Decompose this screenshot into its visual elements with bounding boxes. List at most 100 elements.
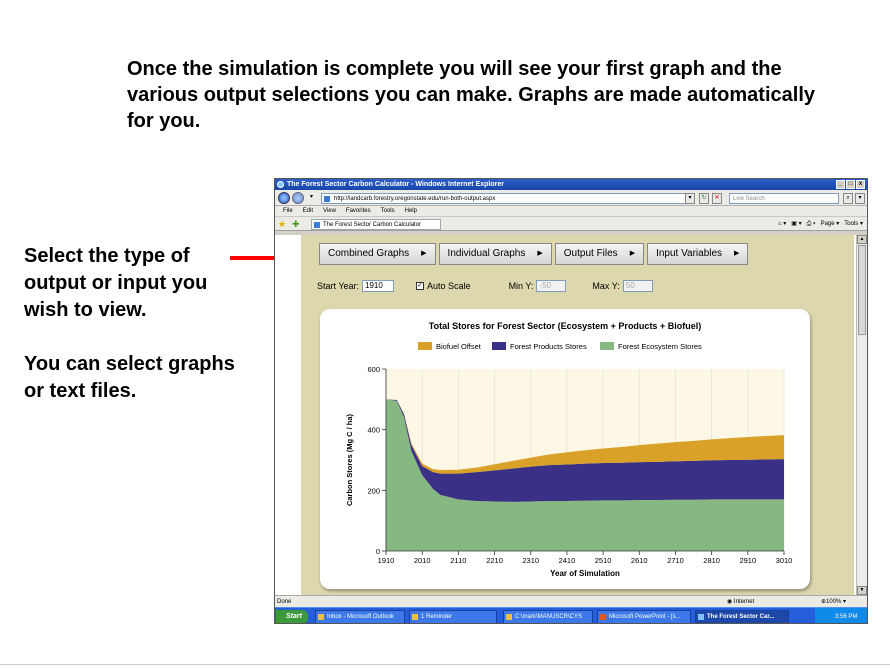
page-menu[interactable]: Page ▾ <box>820 221 840 227</box>
chart-title: Total Stores for Forest Sector (Ecosyste… <box>429 321 701 331</box>
status-text: Done <box>277 599 292 605</box>
taskbar-item-label: C:\mark\MANUSCR\CYS <box>515 614 583 620</box>
instruction-line: wish to view. <box>24 299 147 321</box>
min-y-label: Min Y: <box>508 281 534 291</box>
clock: 3:56 PM <box>835 614 858 620</box>
legend-label: Biofuel Offset <box>436 342 482 351</box>
max-y-label: Max Y: <box>592 281 620 291</box>
legend-label: Forest Ecosystem Stores <box>618 342 702 351</box>
feeds-icon[interactable]: ▣ ▾ <box>791 221 802 227</box>
area-series <box>386 399 784 502</box>
taskbar-item-reminder[interactable]: 1 Reminder <box>409 610 497 623</box>
close-button[interactable]: x <box>856 180 865 189</box>
scroll-up-icon[interactable]: ▲ <box>857 235 867 244</box>
auto-scale-label: Auto Scale <box>427 281 471 291</box>
instruction-text-2: You can select graphs or text files. <box>24 351 235 405</box>
start-button[interactable]: Start <box>276 610 308 623</box>
max-y-input[interactable]: 50 <box>622 280 653 292</box>
divider <box>0 664 890 665</box>
address-dropdown-icon[interactable]: ▾ <box>685 193 695 204</box>
taskbar-item-label: Microsoft PowerPoint - [s... <box>609 614 681 620</box>
search-input[interactable]: Live Search <box>729 193 839 204</box>
refresh-icon[interactable]: ↻ <box>699 193 709 204</box>
taskbar-item-powerpoint[interactable]: Microsoft PowerPoint - [s... <box>597 610 691 623</box>
combined-graphs-button[interactable]: Combined Graphs ▶ <box>319 243 436 265</box>
tab-title: The Forest Sector Carbon Calculator <box>323 222 422 228</box>
x-tick-label: 2010 <box>414 556 431 565</box>
window-title: The Forest Sector Carbon Calculator - Wi… <box>287 181 504 188</box>
input-variables-button[interactable]: Input Variables ▶ <box>647 243 749 265</box>
carbon-stores-chart: Total Stores for Forest Sector (Ecosyste… <box>345 321 793 578</box>
legend-swatch <box>418 342 432 350</box>
back-icon[interactable] <box>278 192 290 204</box>
tab-bar: ★ ✚ The Forest Sector Carbon Calculator … <box>275 217 867 231</box>
x-tick-label: 3010 <box>776 556 793 565</box>
auto-scale-checkbox[interactable]: ✓ <box>416 282 425 290</box>
forward-icon[interactable] <box>292 192 304 204</box>
legend-label: Forest Products Stores <box>510 342 587 351</box>
triangle-right-icon: ▶ <box>537 250 543 257</box>
scroll-down-icon[interactable]: ▼ <box>857 586 867 595</box>
output-files-button[interactable]: Output Files ▶ <box>554 243 645 265</box>
browser-window: The Forest Sector Carbon Calculator - Wi… <box>274 178 868 624</box>
print-icon[interactable]: ⎙ ▾ <box>806 221 816 227</box>
taskbar-item-folder[interactable]: C:\mark\MANUSCR\CYS <box>503 610 593 623</box>
area-series <box>386 399 784 474</box>
graph-controls: Start Year: 1910 ✓ Auto Scale Min Y: -50… <box>317 280 653 292</box>
instruction-line: or text files. <box>24 380 137 402</box>
x-tick-label: 2610 <box>631 556 648 565</box>
instruction-line: output or input you <box>24 272 208 294</box>
outlook-icon <box>318 614 324 620</box>
system-tray: 3:56 PM <box>815 608 867 623</box>
taskbar-item-outlook[interactable]: Inbox - Microsoft Outlook <box>315 610 405 623</box>
tools-menu[interactable]: Tools ▾ <box>844 221 863 227</box>
min-y-input[interactable]: -50 <box>536 280 567 292</box>
menu-button-label: Output Files <box>563 248 618 259</box>
x-axis-label: Year of Simulation <box>550 569 620 578</box>
menu-button-label: Input Variables <box>656 248 723 259</box>
zone-label: Internet <box>733 599 755 605</box>
address-bar: ▾ http://landcarb.forestry.oregonstate.e… <box>275 190 867 206</box>
menu-file[interactable]: File <box>283 208 293 214</box>
menu-button-label: Individual Graphs <box>447 248 526 259</box>
zoom-level[interactable]: ⊕100% ▾ <box>821 599 847 605</box>
stop-icon[interactable]: ✕ <box>712 193 722 204</box>
menu-button-label: Combined Graphs <box>328 248 410 259</box>
ie-icon <box>698 614 704 620</box>
x-tick-label: 2410 <box>559 556 576 565</box>
output-menu: Combined Graphs ▶ Individual Graphs ▶ Outp… <box>319 243 751 265</box>
start-year-input[interactable]: 1910 <box>362 280 395 292</box>
triangle-right-icon: ▶ <box>421 250 427 257</box>
menu-view[interactable]: View <box>323 208 336 214</box>
taskbar-item-label: The Forest Sector Car... <box>707 614 775 620</box>
home-icon[interactable]: ⌂ ▾ <box>777 221 787 227</box>
favorites-star-icon[interactable]: ★ <box>278 219 287 229</box>
tab-forest-carbon-calculator[interactable]: The Forest Sector Carbon Calculator <box>311 219 441 230</box>
instruction-line: You can select graphs <box>24 353 235 375</box>
vertical-scrollbar[interactable]: ▲ ▼ <box>856 235 867 595</box>
history-dropdown-icon[interactable]: ▾ <box>309 194 313 200</box>
start-year-label: Start Year: <box>317 281 360 291</box>
instruction-text-1: Select the type of output or input you w… <box>24 243 207 324</box>
x-tick-label: 2810 <box>703 556 720 565</box>
taskbar-item-ie[interactable]: The Forest Sector Car... <box>695 610 789 623</box>
menu-favorites[interactable]: Favorites <box>345 208 371 214</box>
x-tick-label: 2110 <box>450 556 466 565</box>
menu-help[interactable]: Help <box>404 208 417 214</box>
minimize-button[interactable]: _ <box>836 180 845 189</box>
scroll-thumb[interactable] <box>858 245 866 335</box>
menu-edit[interactable]: Edit <box>302 208 314 214</box>
add-favorite-icon[interactable]: ✚ <box>292 219 300 229</box>
y-tick-label: 600 <box>367 365 380 374</box>
maximize-button[interactable]: □ <box>846 180 855 189</box>
url-field[interactable]: http://landcarb.forestry.oregonstate.edu… <box>321 193 693 204</box>
search-icon[interactable]: ⌕ <box>843 193 853 204</box>
folder-icon <box>506 614 512 620</box>
y-axis-label: Carbon Stores (Mg C / ha) <box>345 413 354 506</box>
individual-graphs-button[interactable]: Individual Graphs ▶ <box>438 243 552 265</box>
menu-tools[interactable]: Tools <box>380 208 395 214</box>
search-options-icon[interactable]: ▾ <box>855 193 865 204</box>
x-tick-label: 2310 <box>522 556 539 565</box>
triangle-right-icon: ▶ <box>629 250 636 257</box>
